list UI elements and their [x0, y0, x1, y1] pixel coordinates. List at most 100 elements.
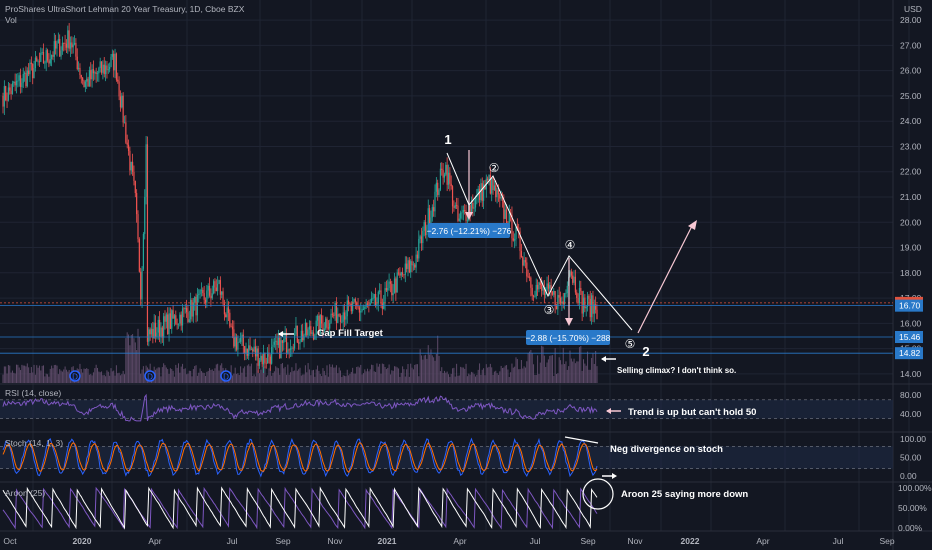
candle-body	[19, 75, 22, 88]
candle-body	[566, 285, 568, 294]
candle-body	[140, 271, 142, 300]
volume-bar	[167, 369, 169, 383]
candle-body	[6, 100, 8, 101]
price-tag	[895, 330, 923, 343]
volume-bar	[360, 364, 362, 383]
candle-body	[380, 290, 382, 304]
volume-bar	[496, 373, 498, 383]
candle-body	[593, 304, 595, 314]
volume-bar	[557, 373, 559, 383]
volume-bar	[291, 367, 293, 383]
price-level-lines	[0, 302, 893, 354]
volume-bar	[94, 368, 96, 383]
volume-bar	[368, 371, 370, 383]
volume-bar	[573, 358, 575, 383]
volume-bar	[475, 376, 476, 383]
time-axis[interactable]: Oct 2020 Apr Jul Sep Nov 2021 Apr Jul Sep Nov 2022 A…	[3, 536, 894, 546]
volume-bar	[372, 365, 374, 383]
candle-body	[219, 280, 221, 295]
candle-body	[484, 184, 486, 190]
volume-bar	[171, 369, 173, 383]
candle-body	[420, 236, 423, 244]
candle-body	[260, 355, 262, 361]
candle-body	[456, 205, 458, 206]
volume-bar	[246, 365, 248, 383]
candle-body	[349, 303, 351, 305]
candle-body	[376, 303, 378, 306]
volume-bar	[404, 376, 406, 383]
price-axis[interactable]: 28.00 27.00 26.00 25.00 24.00 23.00 22.00 21.00…	[900, 15, 922, 379]
candle-body	[331, 313, 333, 315]
volume-bar	[454, 376, 456, 383]
volume-bar	[349, 373, 351, 383]
volume-bar	[284, 366, 286, 383]
volume-bar	[213, 370, 215, 383]
candle-body	[470, 202, 473, 213]
volume-bar	[484, 375, 486, 383]
volume-bar	[411, 367, 413, 383]
volume-bar	[188, 370, 190, 383]
volume-bar	[460, 366, 462, 383]
volume-bar	[503, 367, 505, 383]
volume-bar	[493, 371, 495, 383]
candle-body	[5, 86, 7, 101]
volume-bar	[434, 360, 436, 383]
volume-bar	[103, 374, 105, 383]
candle-body	[362, 308, 365, 310]
candle-body	[299, 341, 301, 344]
candle-body	[225, 314, 227, 318]
volume-bar	[358, 367, 360, 383]
volume-bar	[290, 372, 292, 383]
candle-body	[500, 197, 502, 199]
candle-body	[200, 289, 203, 291]
volume-bar	[550, 355, 552, 383]
candle-body	[150, 328, 153, 335]
volume-bar	[452, 368, 454, 383]
time-axis-label: Jul	[227, 536, 238, 546]
volume-bar	[438, 356, 440, 383]
candle-body	[160, 327, 162, 337]
volume-bar	[568, 366, 570, 383]
time-axis-label: Oct	[3, 536, 17, 546]
volume-bar	[381, 363, 383, 383]
candle-body	[526, 262, 528, 277]
volume-bar	[113, 370, 115, 383]
measure-arrow-1-head	[465, 212, 473, 220]
volume-bar	[507, 369, 509, 383]
event-markers[interactable]: D D D	[69, 370, 232, 382]
volume-bar	[344, 375, 346, 383]
volume-bar	[296, 370, 298, 383]
volume-bar	[51, 365, 53, 383]
candle-body	[532, 295, 535, 297]
candle-body	[342, 312, 344, 322]
candle-body	[312, 332, 315, 340]
candle-body	[285, 334, 288, 353]
volume-bar	[95, 364, 97, 383]
volume-bar	[16, 364, 17, 383]
volume-bar	[348, 375, 350, 383]
volume-bar	[244, 366, 246, 383]
volume-bar	[209, 368, 211, 383]
volume-bar	[392, 370, 394, 383]
elliott-wave-path	[446, 152, 633, 331]
volume-bar	[114, 375, 116, 383]
candle-body	[63, 42, 65, 44]
volume-bar	[140, 373, 142, 383]
price-candles[interactable]	[2, 23, 598, 374]
volume-bar	[445, 372, 447, 383]
volume-bar	[88, 374, 90, 383]
candle-body	[435, 182, 437, 192]
volume-bar	[17, 364, 19, 383]
candle-body	[553, 291, 555, 295]
annotation-drawings[interactable]	[278, 150, 697, 510]
volume-bar	[480, 374, 482, 383]
rsi-axis-label: 80.00	[900, 390, 922, 400]
price-tag	[895, 299, 923, 312]
candle-body	[231, 326, 234, 330]
stoch-note: Neg divergence on stoch	[610, 444, 723, 455]
volume-bar	[182, 363, 184, 383]
candle-body	[94, 72, 96, 74]
candle-body	[204, 299, 207, 303]
candle-body	[141, 268, 143, 300]
